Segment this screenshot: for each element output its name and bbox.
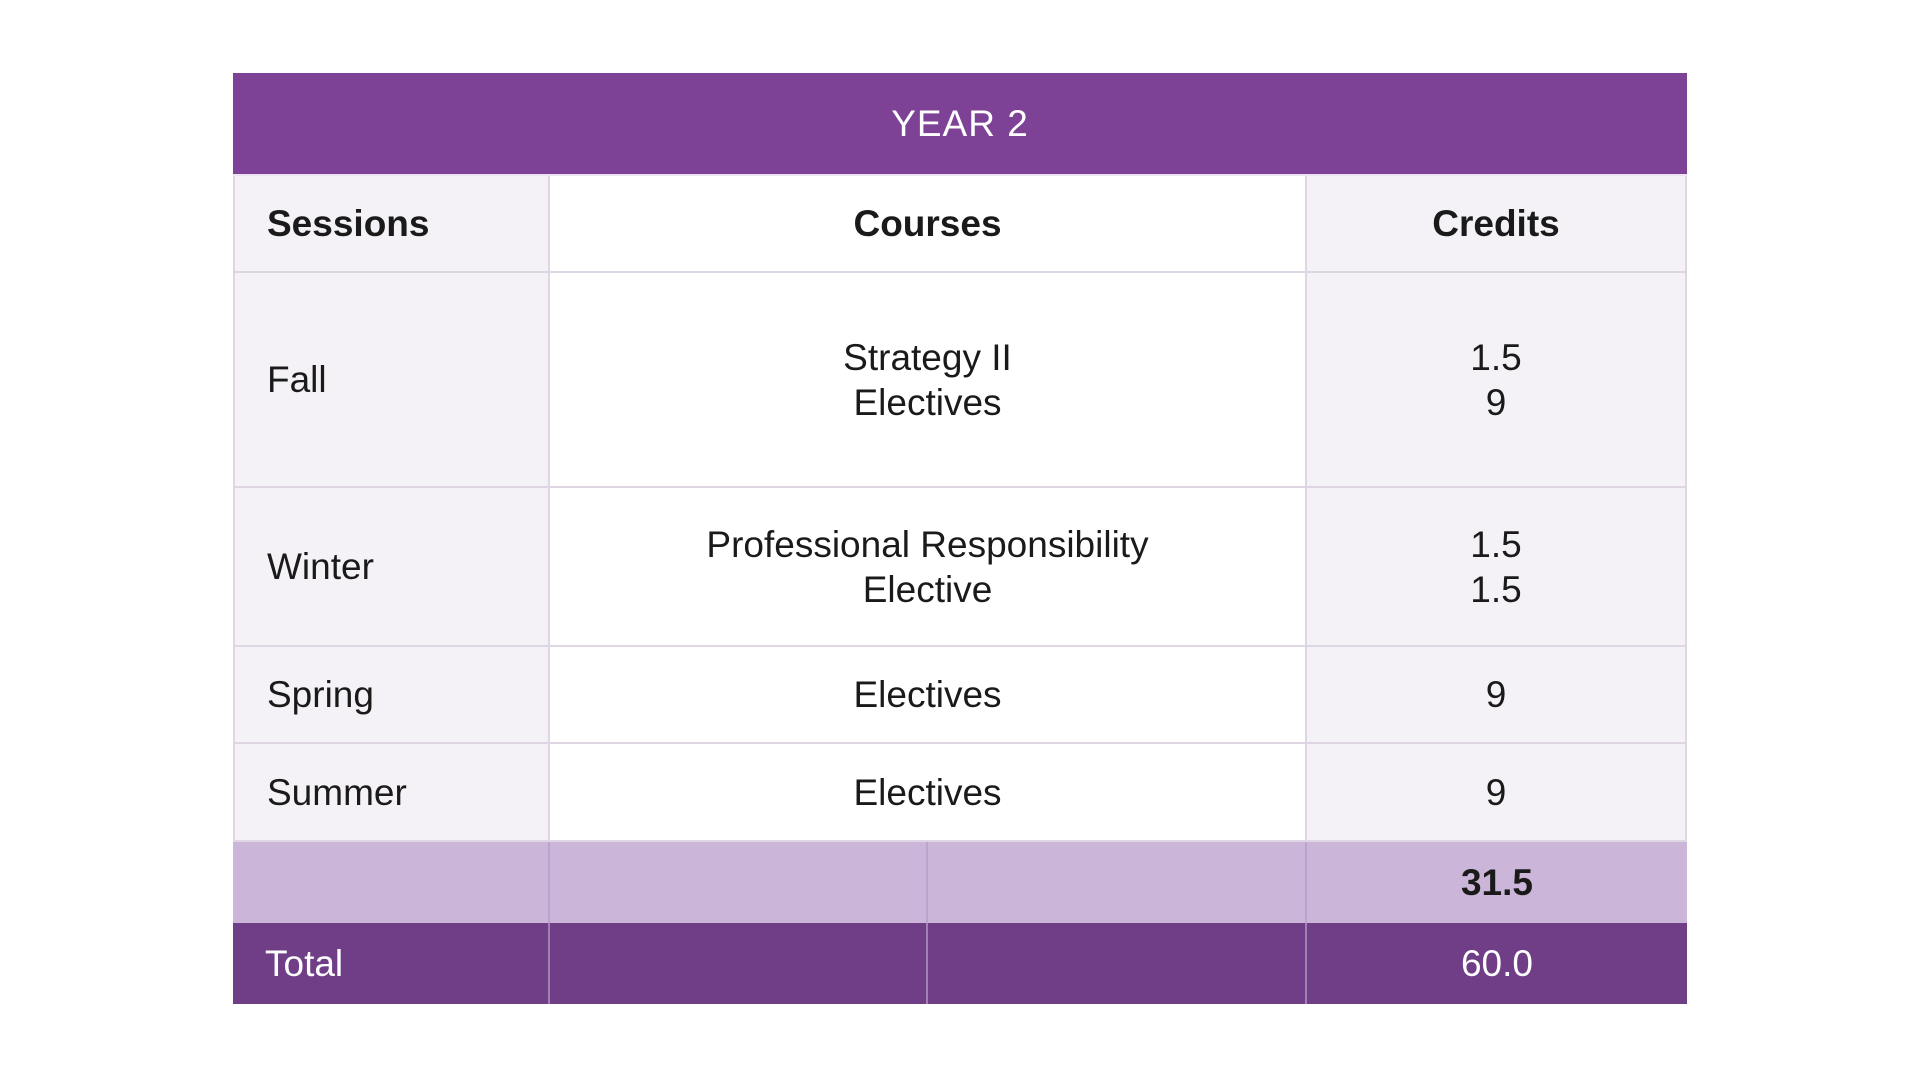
credits-cell-spring: 9 xyxy=(1307,647,1687,744)
session-cell-spring: Spring xyxy=(233,647,550,744)
total-value: 60.0 xyxy=(1460,943,1533,984)
credit-line: 1.5 xyxy=(1470,336,1522,378)
column-header-courses: Courses xyxy=(550,176,1307,273)
session-cell-fall: Fall xyxy=(233,273,550,488)
credit-line: 1.5 xyxy=(1470,568,1522,610)
column-header-sessions: Sessions xyxy=(233,176,550,273)
credit-line: 9 xyxy=(1485,674,1507,715)
courses-cell-winter: Professional Responsibility Elective xyxy=(550,488,1307,647)
credit-line: 9 xyxy=(1485,381,1507,423)
course-line: Electives xyxy=(853,771,1002,813)
course-line: Electives xyxy=(853,381,1002,423)
courses-cell-spring: Electives xyxy=(550,647,1307,744)
column-header-credits: Credits xyxy=(1307,176,1687,273)
session-cell-winter: Winter xyxy=(233,488,550,647)
subtotal-empty-cell xyxy=(928,842,1307,923)
course-line: Elective xyxy=(862,568,993,610)
session-cell-summer: Summer xyxy=(233,744,550,842)
course-line: Strategy II xyxy=(843,336,1012,378)
course-line: Electives xyxy=(853,674,1002,715)
subtotal-credits-cell: 31.5 xyxy=(1307,842,1687,923)
credits-cell-fall: 1.5 9 xyxy=(1307,273,1687,488)
subtotal-empty-cell xyxy=(233,842,550,923)
credits-cell-summer: 9 xyxy=(1307,744,1687,842)
courses-cell-summer: Electives xyxy=(550,744,1307,842)
credit-line: 9 xyxy=(1485,771,1507,813)
course-line: Professional Responsibility xyxy=(706,523,1149,565)
credit-line: 1.5 xyxy=(1470,523,1522,565)
total-empty-cell xyxy=(550,923,928,1004)
total-label-cell: Total xyxy=(233,923,550,1004)
subtotal-empty-cell xyxy=(550,842,928,923)
total-empty-cell xyxy=(928,923,1307,1004)
table-title: YEAR 2 xyxy=(891,103,1029,144)
year2-curriculum-table: YEAR 2 Sessions Courses Credits Fall Str… xyxy=(233,73,1687,1004)
total-credits-cell: 60.0 xyxy=(1307,923,1687,1004)
table-title-banner: YEAR 2 xyxy=(233,73,1687,176)
total-label: Total xyxy=(265,943,344,984)
courses-cell-fall: Strategy II Electives xyxy=(550,273,1307,488)
subtotal-value: 31.5 xyxy=(1460,862,1533,903)
credits-cell-winter: 1.5 1.5 xyxy=(1307,488,1687,647)
